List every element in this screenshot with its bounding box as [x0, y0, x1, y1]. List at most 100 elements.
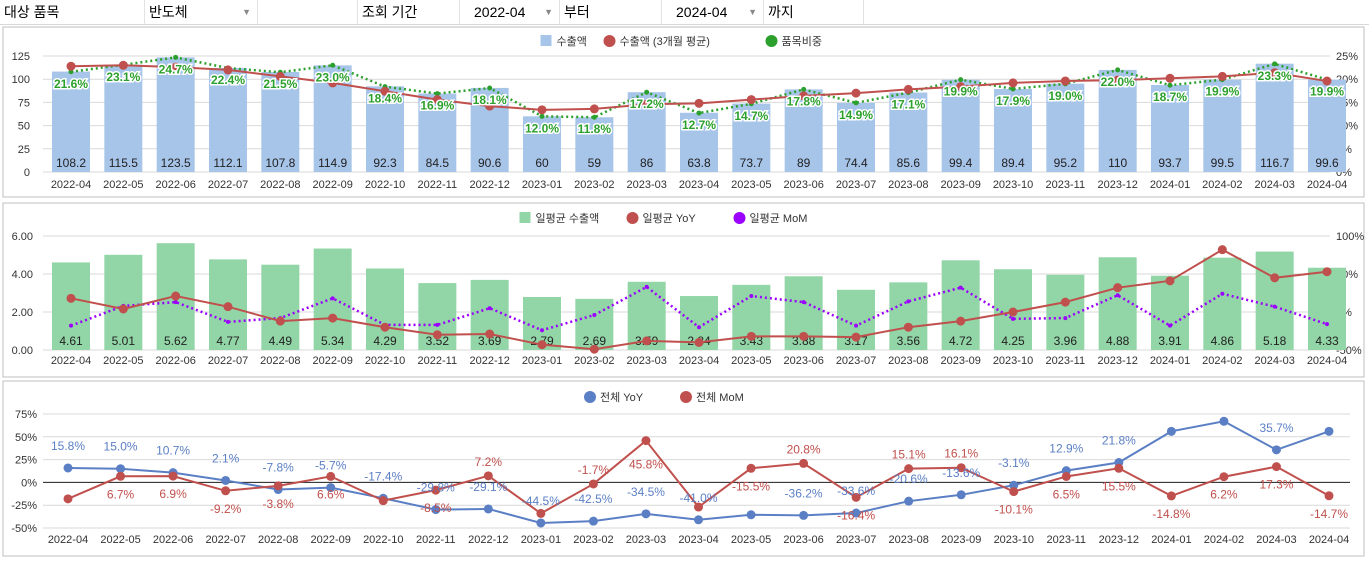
export-value-label: 59	[588, 156, 602, 170]
total-mom-point	[431, 485, 441, 495]
total-mom-point	[168, 471, 178, 481]
share-pct-label: 14.7%	[734, 109, 768, 123]
end-select[interactable]: 2024-04 ▼	[662, 0, 764, 24]
export-bar	[941, 79, 980, 172]
daily-mom-point	[906, 299, 911, 304]
total-yoy-point	[483, 504, 493, 514]
x-tick-label: 2023-12	[1099, 534, 1139, 546]
export-3m-avg-point	[1217, 71, 1227, 81]
daily-mom-point	[330, 296, 335, 301]
y-tick-label: 25	[18, 144, 30, 156]
daily-mom-point	[1168, 323, 1172, 328]
total-yoy-point	[63, 463, 73, 473]
legend-label: 일평균 수출액	[536, 211, 600, 225]
x-tick-label: 2023-07	[836, 179, 876, 191]
total-yoy-point	[1271, 445, 1281, 455]
yoy-label: -13.6%	[942, 466, 980, 480]
total-yoy-point	[1219, 416, 1229, 426]
total-yoy-point	[536, 518, 546, 528]
x-tick-label: 2023-06	[783, 355, 823, 367]
mom-label: 6.5%	[1053, 487, 1081, 501]
daily-avg-value-label: 3.52	[426, 334, 450, 348]
legend-label: 일평균 MoM	[750, 211, 808, 225]
share-pct-label: 21.6%	[54, 77, 88, 91]
yoy-label: -41.0%	[679, 491, 717, 505]
x-tick-label: 2022-06	[153, 534, 193, 546]
export-value-label: 114.9	[318, 156, 347, 170]
start-select[interactable]: 2022-04 ▼	[460, 0, 560, 24]
x-tick-label: 2022-07	[208, 355, 248, 367]
share-pct-label: 17.9%	[996, 94, 1030, 108]
x-tick-label: 2022-09	[312, 355, 352, 367]
export-bar	[1151, 85, 1189, 172]
export-value-label: 99.6	[1315, 156, 1339, 170]
export-bar	[732, 103, 771, 172]
y-tick-label: 100%	[1336, 231, 1364, 243]
x-tick-label: 2022-04	[51, 179, 91, 191]
filter-bar: 대상 품목 반도체 ▼ 조회 기간 2022-04 ▼ 부터 2024-04 ▼ 까지	[0, 0, 1369, 25]
daily-yoy-point	[851, 332, 861, 342]
daily-avg-value-label: 3.91	[1158, 334, 1182, 348]
daily-avg-value-label: 5.62	[164, 334, 188, 348]
export-value-label: 115.5	[109, 156, 138, 170]
share-pct-label: 23.1%	[106, 70, 140, 84]
daily-avg-value-label: 3.96	[1054, 334, 1078, 348]
legend-swatch	[519, 212, 531, 223]
export-value-label: 116.7	[1260, 156, 1289, 170]
share-point	[434, 91, 440, 97]
y-tick-label: 50	[18, 121, 30, 133]
x-tick-label: 2023-08	[888, 355, 928, 367]
share-pct-label: 17.8%	[787, 94, 821, 108]
x-tick-label: 2023-10	[994, 534, 1034, 546]
total-mom-point	[1324, 491, 1334, 501]
export-value-label: 110	[1108, 156, 1127, 170]
daily-mom-point	[69, 323, 73, 328]
export-bar	[680, 112, 718, 172]
item-select[interactable]: 반도체 ▼	[145, 0, 258, 24]
export-value-label: 63.8	[687, 156, 711, 170]
x-tick-label: 2022-07	[205, 534, 245, 546]
x-tick-label: 2024-04	[1307, 355, 1347, 367]
daily-mom-point	[1011, 316, 1015, 321]
share-point	[1167, 82, 1173, 88]
x-tick-label: 2023-02	[574, 179, 614, 191]
export-3m-avg-point	[642, 99, 652, 109]
share-pct-label: 19.9%	[944, 85, 978, 99]
daily-avg-value-label: 4.25	[1001, 334, 1025, 348]
share-pct-label: 19.9%	[1205, 85, 1239, 99]
share-pct-label: 19.9%	[1310, 85, 1344, 99]
daily-mom-point	[749, 294, 754, 299]
y-tick-label: 75%	[15, 409, 37, 421]
daily-yoy-point	[1060, 297, 1070, 307]
yoy-label: 15.8%	[51, 439, 85, 453]
share-point	[958, 77, 964, 83]
export-3m-avg-point	[275, 71, 285, 81]
mom-label: 6.6%	[317, 487, 345, 501]
export-bar	[889, 92, 928, 172]
export-3m-avg-point	[746, 95, 756, 105]
total-mom-point	[851, 492, 861, 502]
x-tick-label: 2024-02	[1202, 355, 1242, 367]
share-point	[853, 100, 859, 106]
share-point	[1010, 86, 1016, 92]
x-tick-label: 2023-04	[679, 355, 719, 367]
export-value-label: 85.6	[897, 156, 921, 170]
daily-yoy-point	[799, 331, 809, 341]
export-3m-avg-point	[851, 88, 861, 98]
mom-label: 15.1%	[892, 448, 926, 462]
mom-label: 17.3%	[1259, 478, 1293, 492]
x-tick-label: 2023-08	[888, 534, 928, 546]
legend-marker	[584, 391, 596, 403]
x-tick-label: 2023-02	[573, 534, 613, 546]
daily-mom-point	[435, 322, 440, 327]
total-mom-point	[746, 463, 756, 473]
export-3m-avg-point	[1165, 73, 1175, 83]
daily-mom-point	[697, 325, 701, 330]
total-mom-point	[483, 471, 493, 481]
x-tick-label: 2023-07	[836, 534, 876, 546]
export-bar	[837, 102, 875, 172]
daily-avg-bar	[1308, 267, 1346, 350]
share-pct-label: 16.9%	[420, 99, 454, 113]
total-yoy-point	[799, 510, 809, 520]
